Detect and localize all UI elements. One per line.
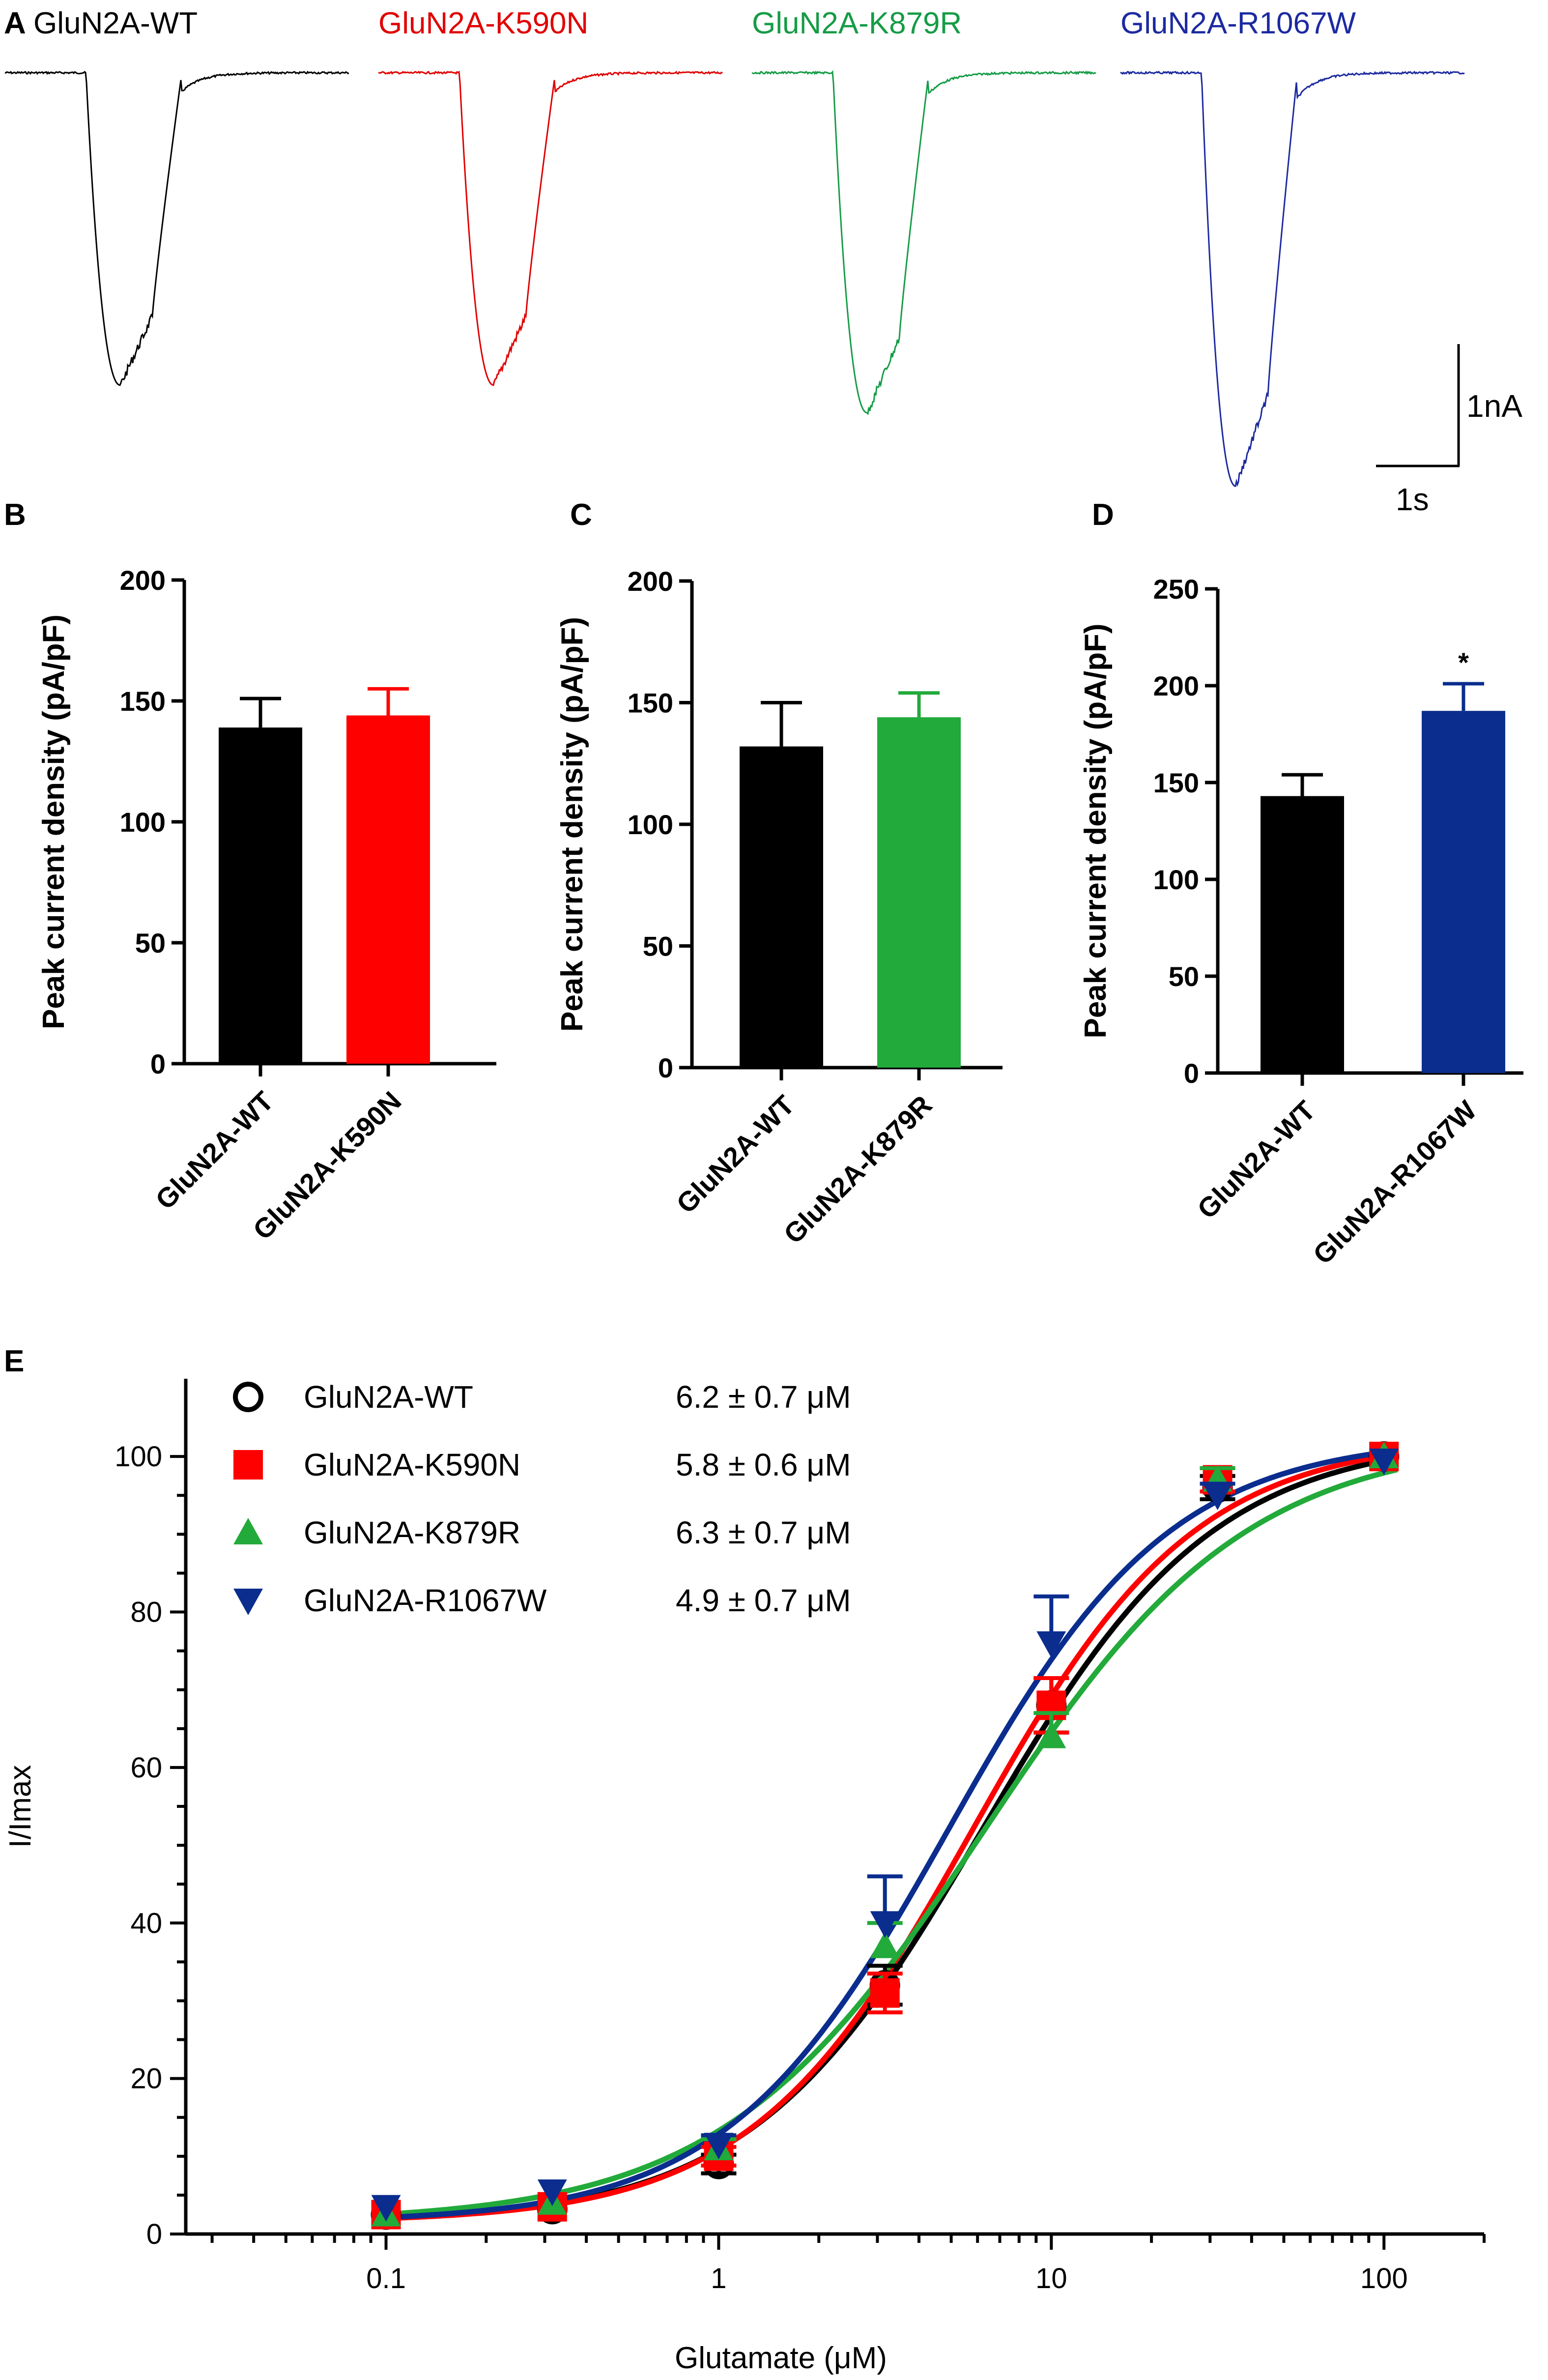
legend-label-glun2a-k590n: GluN2A-K590N (304, 1447, 520, 1482)
x-tick-label: 10 (1035, 2263, 1067, 2294)
legend-marker-glun2a-k590n (233, 1450, 263, 1480)
x-tick-label: GluN2A-WT (149, 1085, 280, 1216)
legend-label-glun2a-wt: GluN2A-WT (304, 1379, 473, 1415)
y-tick-label: 50 (135, 928, 166, 958)
y-tick-label: 60 (130, 1752, 162, 1784)
panel-label-c: C (570, 498, 592, 532)
trace-label-glun2a-wt: GluN2A-WT (33, 6, 198, 40)
y-tick-label: 0 (1184, 1058, 1199, 1089)
trace-label-glun2a-k590n: GluN2A-K590N (378, 6, 588, 40)
legend-ec50-glun2a-k879r: 6.3 ± 0.7 μM (676, 1515, 851, 1550)
current-traces-panel: GluN2A-WT GluN2A-K590N GluN2A-K879R GluN2A-… (4, 6, 1465, 488)
scale-bar: 1nA 1s (1376, 344, 1522, 517)
bar-glun2a-r1067w (1422, 711, 1505, 1073)
y-tick-label: 100 (1153, 864, 1199, 895)
legend-ec50-glun2a-r1067w: 4.9 ± 0.7 μM (676, 1583, 851, 1618)
bar-glun2a-wt (740, 746, 823, 1068)
y-tick-label: 20 (130, 2063, 162, 2095)
bar-chart-d: 0 50 100 150 200 250 Peak current density (pA/… (1079, 574, 1523, 1270)
fit-curve-glun2a-k879r (379, 1467, 1398, 2217)
y-tick-label: 150 (120, 686, 166, 717)
y-tick-label: 100 (115, 1441, 162, 1473)
dose-response-chart: 0 20 40 60 80 100 0.1 1 10 100 Glutamate (μM) I/Ima… (3, 1379, 1486, 2375)
fit-curve-glun2a-r1067w (379, 1448, 1398, 2221)
x-tick-label: GluN2A-WT (670, 1089, 801, 1219)
y-tick-label: 50 (1169, 961, 1199, 992)
y-tick-label: 250 (1153, 574, 1199, 605)
panel-label-e: E (4, 1344, 24, 1378)
y-tick-label: 200 (628, 566, 673, 597)
data-point-glun2a-k879r (1036, 1721, 1066, 1748)
data-point-glun2a-r1067w (704, 2133, 734, 2160)
legend-ec50-glun2a-k590n: 5.8 ± 0.6 μM (676, 1447, 851, 1482)
trace-glun2a-k590n (378, 70, 723, 386)
fit-curve-glun2a-k590n (379, 1451, 1398, 2222)
panel-label-d: D (1092, 498, 1114, 532)
y-tick-label: 0 (658, 1052, 673, 1083)
y-axis-title: Peak current density (pA/pF) (1079, 623, 1113, 1038)
data-point-glun2a-r1067w (1203, 1483, 1233, 1510)
panel-label-b: B (4, 498, 26, 532)
bar-glun2a-k590n (346, 715, 430, 1064)
data-point-glun2a-k590n (870, 1978, 900, 2008)
x-tick-label: 100 (1360, 2263, 1408, 2294)
bar-chart-c: 0 50 100 150 200 Peak current density (pA/pF)… (555, 566, 1003, 1249)
y-tick-label: 50 (643, 931, 673, 962)
trace-glun2a-r1067w (1120, 70, 1465, 488)
y-tick-label: 200 (1153, 670, 1199, 701)
x-tick-label: GluN2A-WT (1191, 1095, 1321, 1225)
y-tick-label: 200 (120, 565, 166, 596)
bar-glun2a-wt (1261, 796, 1344, 1073)
x-tick-label: GluN2A-K879R (777, 1089, 938, 1249)
y-tick-label: 100 (628, 809, 673, 840)
y-tick-label: 150 (628, 688, 673, 719)
fit-curve-glun2a-wt (379, 1455, 1398, 2221)
data-point-glun2a-r1067w (371, 2195, 401, 2222)
bar-glun2a-wt (219, 727, 302, 1064)
y-tick-label: 150 (1153, 767, 1199, 798)
bar-chart-b: 0 50 100 150 200 Peak current density (pA/pF)… (37, 565, 496, 1246)
y-tick-label: 0 (146, 2218, 162, 2250)
significance-marker: * (1458, 647, 1469, 678)
trace-glun2a-wt (4, 70, 349, 386)
legend-marker-glun2a-wt (233, 1382, 263, 1412)
trace-label-glun2a-k879r: GluN2A-K879R (752, 6, 962, 40)
y-tick-label: 80 (130, 1596, 162, 1628)
scale-bar-time-label: 1s (1396, 482, 1429, 517)
data-point-glun2a-r1067w (537, 2179, 567, 2206)
trace-glun2a-k879r (751, 70, 1096, 415)
x-axis-title: Glutamate (μM) (675, 2341, 887, 2375)
x-tick-label: 0.1 (366, 2263, 406, 2294)
legend-marker-glun2a-r1067w (233, 1589, 263, 1615)
y-tick-label: 0 (150, 1048, 166, 1079)
data-point-glun2a-r1067w (870, 1911, 900, 1938)
legend-label-glun2a-k879r: GluN2A-K879R (304, 1515, 520, 1550)
y-axis-title: Peak current density (pA/pF) (37, 614, 71, 1029)
scale-bar-current-label: 1nA (1466, 388, 1522, 424)
bar-glun2a-k879r (877, 717, 961, 1068)
x-tick-label: GluN2A-R1067W (1307, 1095, 1482, 1270)
y-axis-title: Peak current density (pA/pF) (555, 617, 589, 1032)
x-tick-label: 1 (711, 2263, 726, 2294)
y-tick-label: 100 (120, 807, 166, 838)
legend-ec50-glun2a-wt: 6.2 ± 0.7 μM (676, 1379, 851, 1415)
data-point-glun2a-k879r (870, 1931, 900, 1958)
legend-marker-glun2a-k879r (233, 1518, 263, 1544)
y-tick-label: 40 (130, 1907, 162, 1939)
data-point-glun2a-r1067w (1036, 1631, 1066, 1658)
legend-label-glun2a-r1067w: GluN2A-R1067W (304, 1583, 547, 1618)
data-point-glun2a-r1067w (1369, 1449, 1399, 1476)
trace-label-glun2a-r1067w: GluN2A-R1067W (1120, 6, 1356, 40)
y-axis-title: I/Imax (3, 1765, 37, 1848)
panel-label-a: A (4, 6, 26, 40)
